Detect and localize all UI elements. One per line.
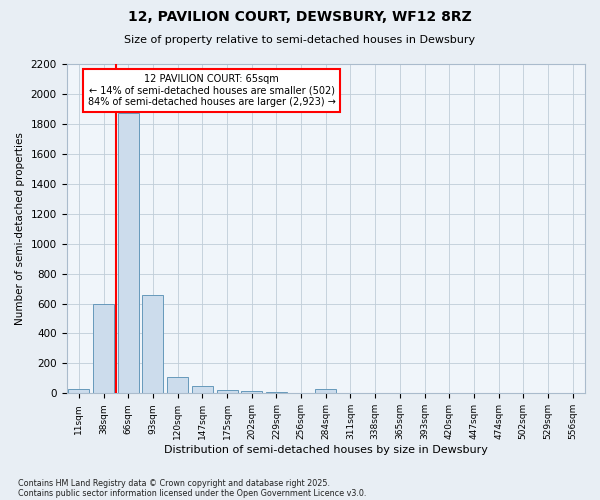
Bar <box>118 114 139 394</box>
Bar <box>241 391 262 394</box>
Bar <box>142 294 163 394</box>
Bar <box>340 392 361 394</box>
Bar <box>266 392 287 394</box>
Text: 12 PAVILION COURT: 65sqm
← 14% of semi-detached houses are smaller (502)
84% of : 12 PAVILION COURT: 65sqm ← 14% of semi-d… <box>88 74 335 107</box>
X-axis label: Distribution of semi-detached houses by size in Dewsbury: Distribution of semi-detached houses by … <box>164 445 488 455</box>
Text: Size of property relative to semi-detached houses in Dewsbury: Size of property relative to semi-detach… <box>124 35 476 45</box>
Text: Contains HM Land Registry data © Crown copyright and database right 2025.: Contains HM Land Registry data © Crown c… <box>18 478 330 488</box>
Bar <box>68 389 89 394</box>
Bar <box>290 392 311 394</box>
Bar <box>217 390 238 394</box>
Bar <box>315 389 336 394</box>
Text: 12, PAVILION COURT, DEWSBURY, WF12 8RZ: 12, PAVILION COURT, DEWSBURY, WF12 8RZ <box>128 10 472 24</box>
Bar <box>93 304 114 394</box>
Bar <box>192 386 213 394</box>
Bar <box>167 377 188 394</box>
Y-axis label: Number of semi-detached properties: Number of semi-detached properties <box>15 132 25 325</box>
Text: Contains public sector information licensed under the Open Government Licence v3: Contains public sector information licen… <box>18 488 367 498</box>
